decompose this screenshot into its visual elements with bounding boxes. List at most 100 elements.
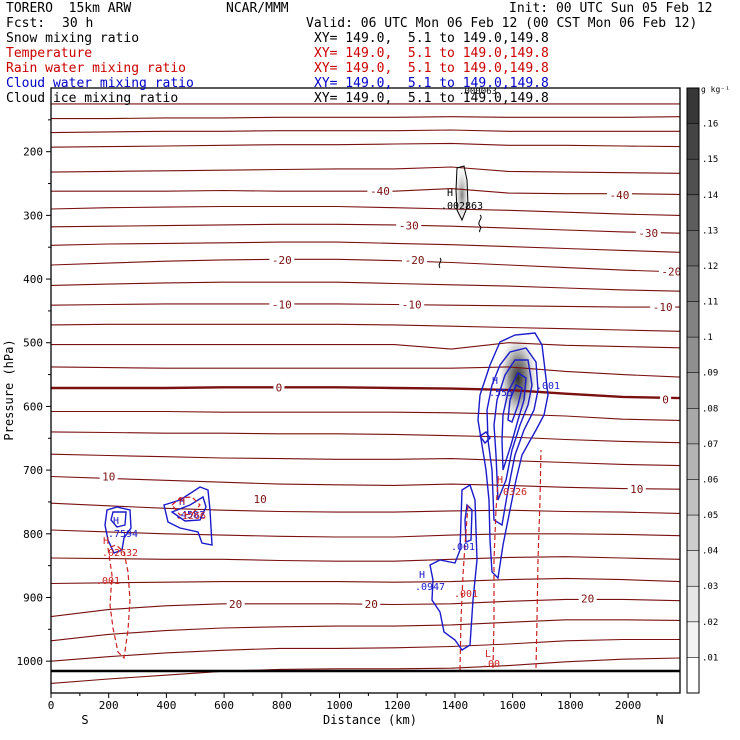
y-tick-label-0: 200 bbox=[23, 146, 43, 159]
field-name-2: Rain water mixing ratio bbox=[6, 61, 187, 76]
x-tick-label-4: 800 bbox=[272, 699, 292, 712]
isotherm-12 bbox=[51, 323, 680, 332]
isotherm-label-12: 10 bbox=[102, 470, 115, 483]
isotherm-label-13: 10 bbox=[254, 493, 267, 506]
x-axis: 0 200 400 600 800 1000 1200 1400 1600 1800 2000 bbox=[48, 693, 658, 712]
isotherm-label-14: 10 bbox=[630, 483, 643, 496]
colorbar: .01 .02 .03 .04 .05 .06 .07 .08 .09 .1 .11 .12 .13 .1… bbox=[686, 85, 730, 694]
cloud-water-contours bbox=[104, 332, 549, 651]
isotherm-label-16: 20 bbox=[365, 598, 378, 611]
cloud-water-max-marker-0: H bbox=[113, 516, 119, 527]
colorbar-label-3: .04 bbox=[702, 547, 718, 557]
valid-time: Valid: 06 UTC Mon 06 Feb 12 (00 CST Mon … bbox=[306, 16, 698, 31]
colorbar-label-9: .1 bbox=[702, 333, 713, 343]
isotherm-label-bg-14 bbox=[627, 483, 646, 495]
cloud-water-contour-convective-4 bbox=[501, 372, 527, 471]
isotherm-label-9: -10 bbox=[653, 301, 673, 314]
colorbar-band-12 bbox=[687, 230, 699, 266]
isotherm-27 bbox=[51, 657, 680, 684]
cloud-water-contour-low bbox=[429, 483, 478, 651]
isotherm-label-bg-1 bbox=[606, 188, 632, 200]
colorbar-label-10: .11 bbox=[702, 298, 718, 308]
isotherm-label-bg-5 bbox=[402, 253, 428, 265]
cloud-water-contour-convective-outer bbox=[477, 332, 549, 580]
isotherm-9 bbox=[51, 258, 680, 273]
isotherm-10 bbox=[51, 281, 680, 292]
cloud-water-contour-convective-2 bbox=[486, 347, 539, 527]
isotherm-19 bbox=[51, 475, 680, 490]
colorbar-band-11 bbox=[687, 265, 699, 302]
colorbar-band-6 bbox=[687, 443, 699, 480]
isotherm-label-0: -40 bbox=[370, 185, 390, 198]
isotherm-label-15: 20 bbox=[229, 598, 242, 611]
isotherm-5 bbox=[51, 188, 680, 195]
isotherm-20 bbox=[51, 502, 680, 514]
rain-water-contours bbox=[107, 449, 542, 671]
colorbar-label-4: .05 bbox=[702, 511, 718, 521]
rain-max-marker-1: H bbox=[179, 496, 185, 507]
forecast-label: Fcst: bbox=[6, 16, 46, 31]
field-xy-4: XY= 149.0, 5.1 to 149.0,149.8 bbox=[314, 91, 549, 106]
colorbar-band-9 bbox=[687, 337, 699, 373]
rain-contour-label-1: .001 bbox=[454, 589, 478, 600]
colorbar-label-2: .03 bbox=[702, 582, 718, 592]
temperature-isotherms: -40 -40 -30 -30 -20 -20 -20 -10 -10 -10 0 0 10 10 10 20… bbox=[51, 103, 680, 684]
plot-frame bbox=[50, 87, 681, 694]
colorbar-band-7 bbox=[687, 408, 699, 444]
cloud-water-max-value-3: .555 bbox=[489, 388, 513, 399]
cloud-water-contour-convective-5 bbox=[507, 384, 523, 423]
isotherm-label-bg-3 bbox=[635, 227, 661, 239]
ice-max-marker: H bbox=[447, 188, 453, 199]
x-tick-label-3: 600 bbox=[214, 699, 234, 712]
isotherm-label-bg-11 bbox=[660, 393, 672, 405]
colorbar-band-10 bbox=[687, 301, 699, 338]
cloud-water-contour-small bbox=[479, 431, 491, 445]
colorbar-label-13: .14 bbox=[702, 191, 718, 201]
colorbar-band-14 bbox=[687, 159, 699, 195]
isotherm-13 bbox=[51, 342, 680, 350]
field-name-1: Temperature bbox=[6, 46, 93, 61]
colorbar-label-8: .09 bbox=[702, 369, 718, 379]
y-tick-label-6: 800 bbox=[23, 528, 43, 541]
colorbar-band-15 bbox=[687, 123, 699, 160]
rain-max-marker-0: H bbox=[103, 536, 109, 547]
isotherm-label-bg-4 bbox=[269, 253, 295, 265]
colorbar-band-0 bbox=[687, 657, 699, 693]
y-tick-label-4: 600 bbox=[23, 400, 43, 413]
x-tick-label-0: 0 bbox=[48, 699, 55, 712]
ice-contour-hook-2 bbox=[438, 257, 442, 269]
x-tick-label-7: 1400 bbox=[442, 699, 469, 712]
rain-max-value-0: .02632 bbox=[102, 548, 138, 559]
colorbar-label-15: .16 bbox=[702, 120, 718, 130]
cloud-water-max-marker-3: H bbox=[492, 376, 498, 387]
north-end-label: N bbox=[656, 713, 663, 727]
colorbar-band-2 bbox=[687, 586, 699, 622]
isotherm-16 bbox=[51, 410, 680, 421]
isotherm-2 bbox=[51, 129, 680, 134]
colorbar-label-11: .12 bbox=[702, 262, 718, 272]
forecast-hour: 30 h bbox=[62, 16, 94, 31]
y-tick-label-5: 700 bbox=[23, 464, 43, 477]
cloud-water-contour-southern-inner bbox=[110, 511, 127, 528]
rain-max-marker-2: H bbox=[497, 475, 503, 486]
colorbar-label-6: .07 bbox=[702, 440, 718, 450]
rain-contour-southern bbox=[107, 544, 131, 660]
rain-contour-convective-west bbox=[459, 504, 469, 671]
x-axis-label: Distance (km) bbox=[323, 713, 417, 727]
isotherm-label-bg-16 bbox=[362, 597, 381, 609]
field-name-4: Cloud ice mixing ratio bbox=[6, 91, 179, 106]
isotherm-label-10: 0 bbox=[276, 381, 283, 394]
cloud-water-contour-label-1: .001 bbox=[451, 542, 475, 553]
rain-contour-label-0: .001 bbox=[96, 576, 120, 587]
isotherm-label-bg-6 bbox=[658, 265, 680, 277]
isotherm-label-8: -10 bbox=[402, 299, 422, 312]
isotherm-label-bg-2 bbox=[396, 219, 422, 231]
isotherm-11 bbox=[51, 303, 680, 308]
rain-contour-convective-center bbox=[492, 479, 499, 669]
x-tick-label-8: 1600 bbox=[499, 699, 526, 712]
south-end-label: S bbox=[81, 713, 88, 727]
isotherm-15 bbox=[51, 386, 680, 400]
field-name-0: Snow mixing ratio bbox=[6, 31, 140, 46]
center-name: NCAR/MMM bbox=[226, 1, 289, 16]
